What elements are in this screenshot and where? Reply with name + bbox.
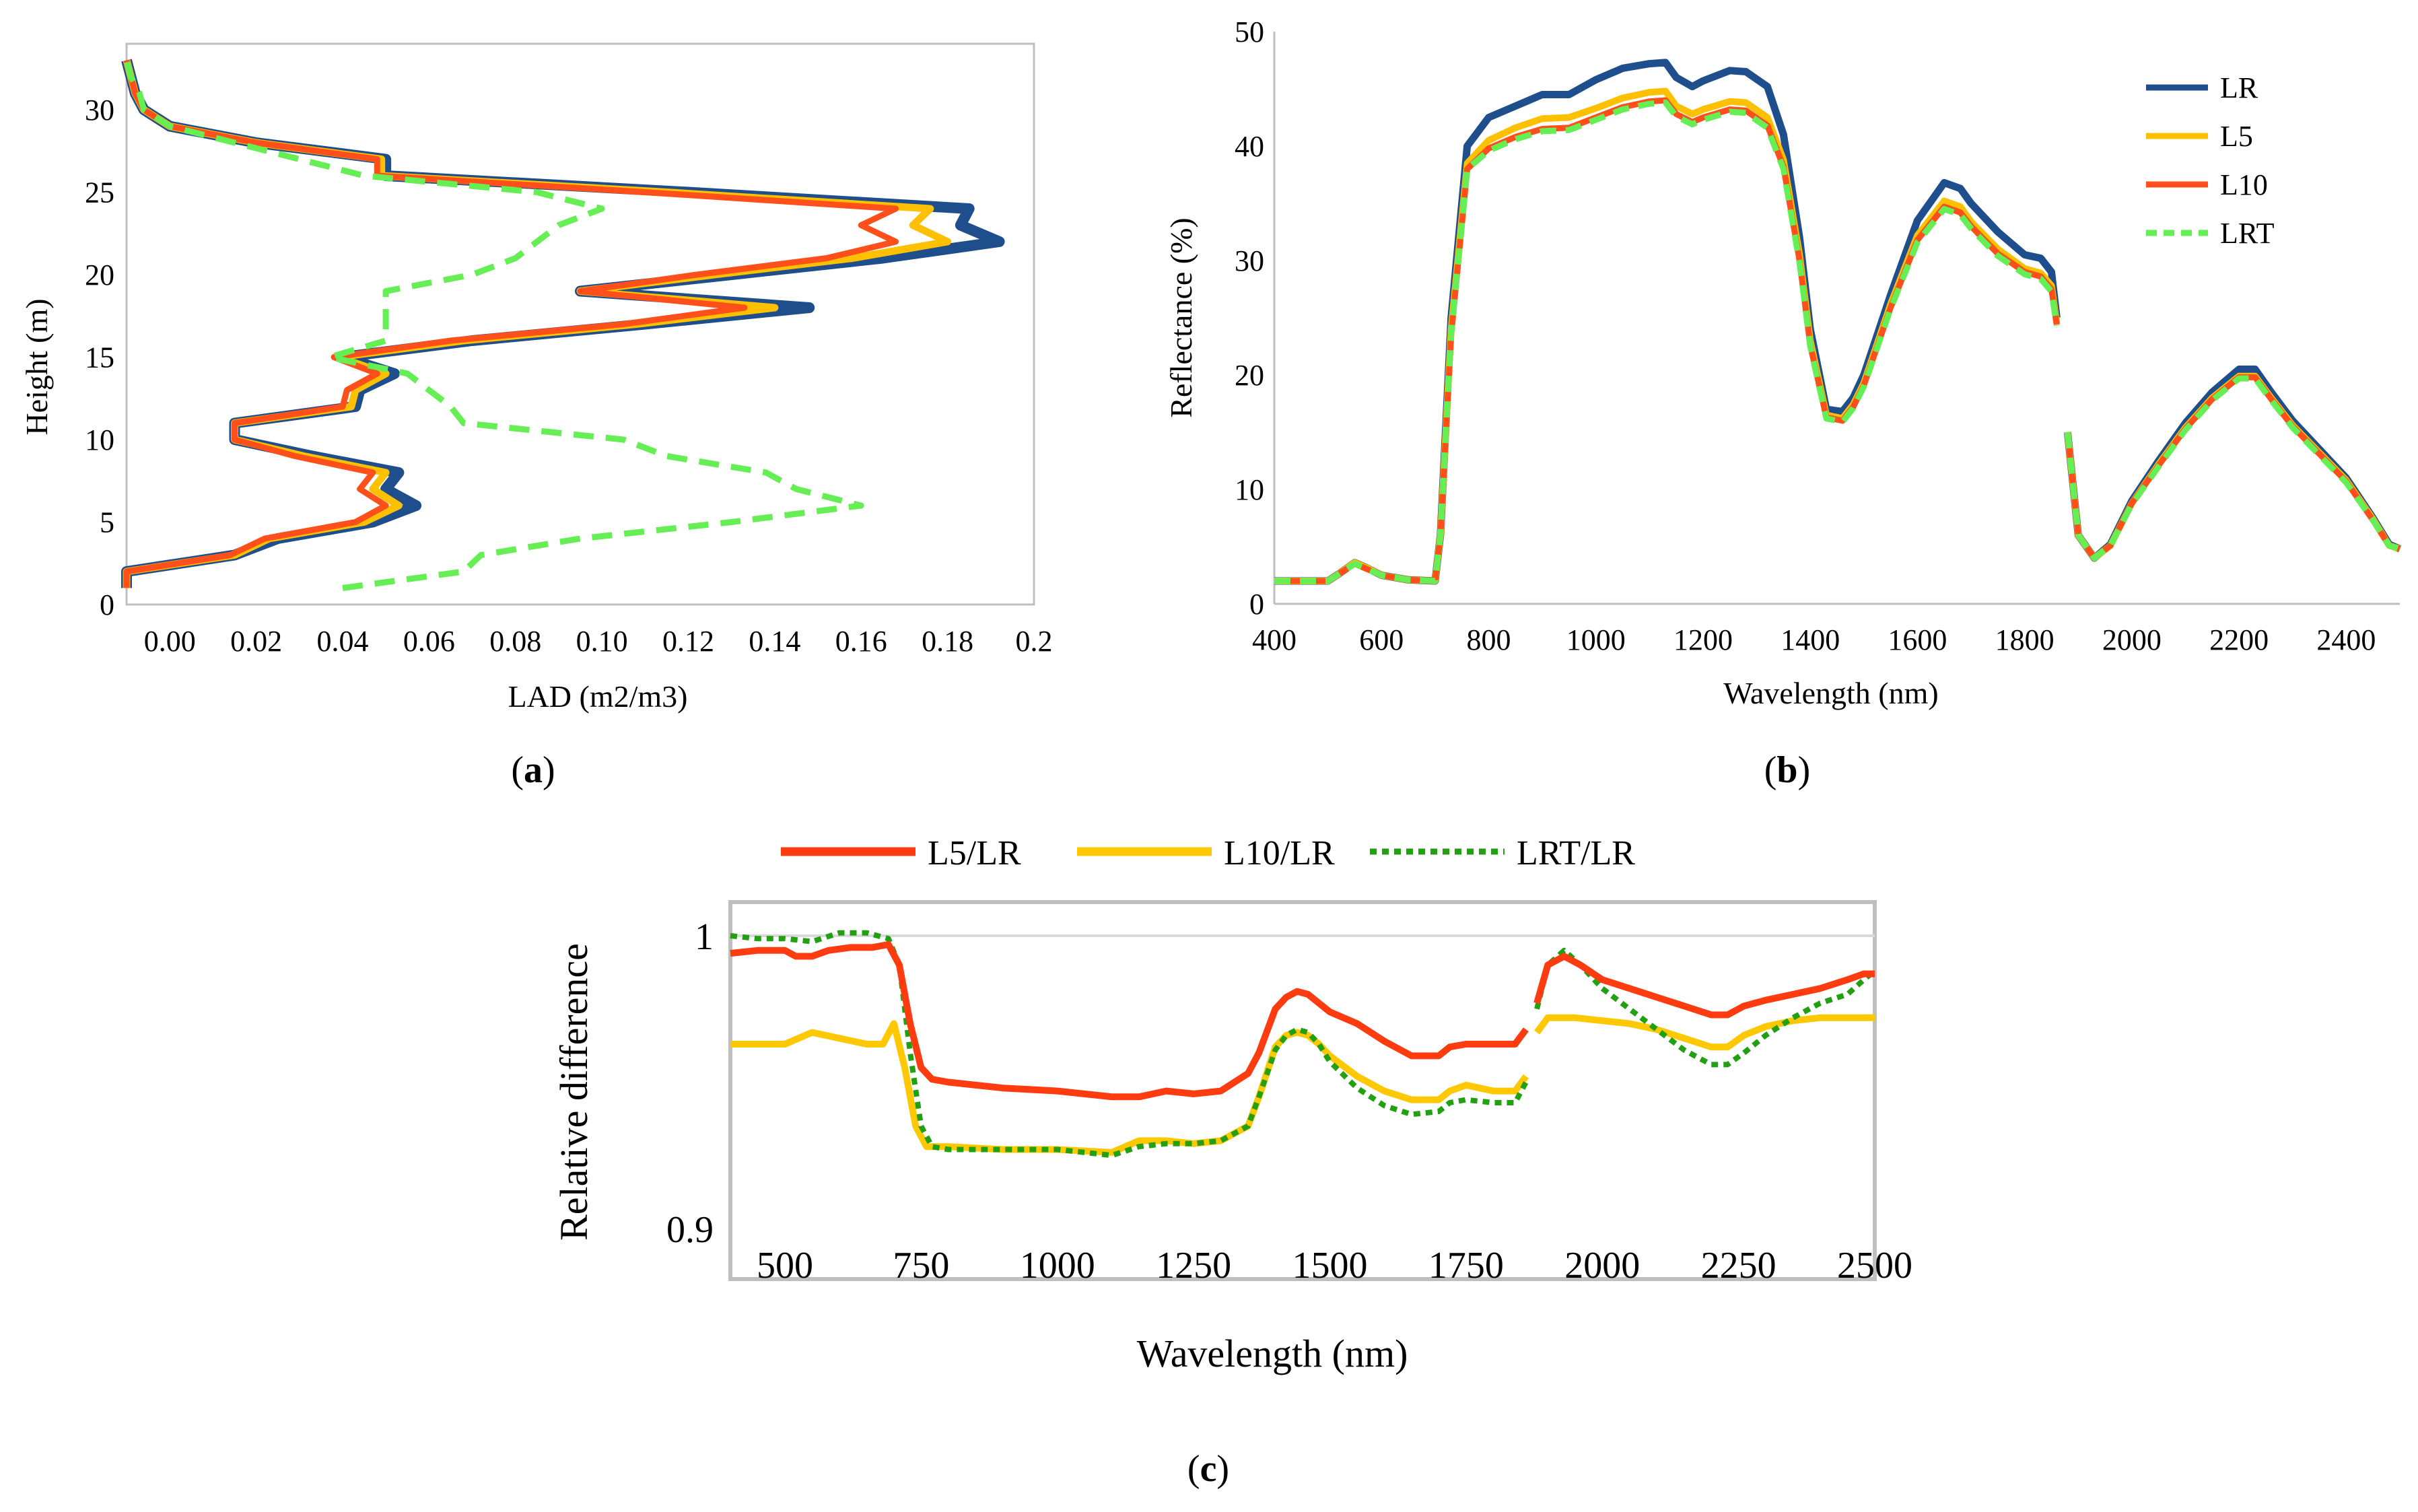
panel-a-xtick-label: 0.2	[1016, 625, 1053, 658]
panel-b-legend-label-l10: L10	[2220, 168, 2268, 201]
panel-c-label-close: )	[1216, 1448, 1229, 1490]
panel-c-series	[730, 930, 1877, 1159]
panel-a-xtick-label: 0.08	[489, 625, 541, 658]
panel-b-ytick-label: 30	[1235, 244, 1264, 277]
panel-a-ytick-label: 15	[85, 341, 114, 374]
panel-b-ytick-label: 50	[1235, 15, 1264, 48]
panel-c-xtick-label: 1250	[1156, 1245, 1231, 1286]
panel-b-xtick-label: 600	[1359, 623, 1404, 656]
panel-b-line-l5-seg1	[1274, 88, 2061, 584]
panel-a-xtick-label: 0.16	[835, 625, 887, 658]
panel-c-xlabel: Wavelength (nm)	[1137, 1332, 1408, 1375]
panel-c-xtick-label: 1750	[1428, 1245, 1504, 1286]
panel-b-series	[1274, 59, 2402, 585]
panel-b-xtick-label: 1200	[1673, 623, 1733, 656]
panel-c-line-l5-lr-seg2	[1533, 953, 1875, 1019]
panel-c-legend-label-lrt-lr: LRT/LR	[1517, 834, 1635, 872]
panel-a-ytick-label: 30	[85, 94, 114, 127]
panel-a-ticks: 0.00 0.02 0.04 0.06 0.08 0.10 0.12 0.14 0.16 0.18…	[85, 94, 1053, 658]
panel-b-ytick-label: 10	[1235, 473, 1264, 506]
panel-c-xtick-label: 2000	[1564, 1245, 1640, 1286]
panel-a-xtick-label: 0.00	[144, 625, 196, 658]
panel-b: 400 600 800 1000 1200 1400 1600 1800 2000 2200 240…	[1164, 15, 2402, 791]
panel-c-line-l10-lr-seg1	[730, 1020, 1529, 1156]
panel-a-ytick-label: 5	[100, 506, 114, 539]
panel-c-line-l10-lr-seg2	[1534, 1014, 1875, 1051]
panel-a-xtick-label: 0.10	[576, 625, 628, 658]
panel-c-line-lrt-lr-seg1	[730, 930, 1529, 1159]
panel-b-ytick-label: 0	[1249, 588, 1264, 621]
panel-a-xtick-label: 0.18	[922, 625, 973, 658]
panel-b-xtick-label: 2200	[2209, 623, 2269, 656]
panel-c-xtick-label: 750	[893, 1245, 949, 1286]
panel-c-xtick-label: 2500	[1837, 1245, 1912, 1286]
panel-b-xtick-label: 2400	[2316, 623, 2376, 656]
panel-b-ytick-label: 40	[1235, 130, 1264, 163]
panel-c-label-letter: c	[1200, 1448, 1217, 1490]
panel-b-line-lrt-seg2	[2064, 375, 2401, 561]
panel-b-label: (b)	[1764, 749, 1810, 791]
panel-b-legend: LR L5 L10 LRT	[2146, 71, 2275, 250]
panel-a-label: (a)	[511, 749, 555, 791]
panel-c-legend-label-l5-lr: L5/LR	[928, 834, 1021, 872]
panel-a-xtick-label: 0.14	[749, 625, 800, 658]
panel-c-ytick-label: 0.9	[666, 1209, 714, 1251]
panel-a-ytick-label: 25	[85, 176, 114, 209]
panel-b-xtick-label: 1000	[1566, 623, 1626, 656]
panel-c-legend: L5/LR L10/LR LRT/LR	[781, 834, 1635, 872]
panel-a-xtick-label: 0.12	[662, 625, 714, 658]
panel-b-xtick-label: 800	[1466, 623, 1511, 656]
panel-a: 0.00 0.02 0.04 0.06 0.08 0.10 0.12 0.14 0.16 0.18…	[20, 42, 1053, 791]
panel-b-xtick-label: 2000	[2102, 623, 2162, 656]
panel-c-ytick-label: 1	[695, 916, 714, 958]
panel-c-plot-frame	[728, 900, 1877, 1281]
panel-c-xtick-label: 2250	[1701, 1245, 1776, 1286]
panel-b-xtick-label: 400	[1252, 623, 1297, 656]
panel-c: L5/LR L10/LR LRT/LR 500 750 1000 1250 1500 1750…	[552, 834, 1912, 1490]
panel-c-xtick-label: 1000	[1020, 1245, 1095, 1286]
panel-b-xtick-label: 1400	[1781, 623, 1840, 656]
panel-b-legend-label-lr: LR	[2220, 71, 2258, 104]
panel-a-plot-frame	[125, 42, 1035, 606]
panel-b-line-lrt-seg1	[1274, 99, 2060, 584]
panel-a-xlabel: LAD (m2/m3)	[508, 679, 687, 714]
panel-a-label-letter: a	[524, 749, 543, 791]
panel-b-label-close: )	[1798, 749, 1811, 791]
panel-c-ylabel: Relative difference	[552, 943, 596, 1241]
panel-a-label-close: )	[543, 749, 555, 791]
panel-a-xtick-label: 0.02	[230, 625, 282, 658]
panel-c-line-lrt-lr-seg2	[1534, 947, 1877, 1068]
panel-b-xlabel: Wavelength (nm)	[1723, 676, 1938, 710]
panel-b-ytick-label: 20	[1235, 359, 1264, 392]
panel-b-ylabel: Reflectance (%)	[1164, 217, 1198, 418]
panel-a-ytick-label: 0	[100, 588, 114, 621]
panel-b-xtick-label: 1800	[1995, 623, 2054, 656]
panel-b-line-l10-seg1	[1274, 97, 2060, 584]
panel-c-label-open: (	[1187, 1448, 1200, 1490]
panel-a-series	[121, 59, 1005, 591]
panel-b-label-open: (	[1764, 749, 1777, 791]
panel-c-ticks: 500 750 1000 1250 1500 1750 2000 2250 2500 0.9 1	[666, 916, 1912, 1286]
panel-c-xtick-label: 1500	[1292, 1245, 1367, 1286]
panel-a-ylabel: Height (m)	[20, 298, 54, 435]
panel-b-ticks: 400 600 800 1000 1200 1400 1600 1800 2000 2200 240…	[1235, 15, 2376, 656]
panel-a-ytick-label: 20	[85, 259, 114, 291]
panel-a-line-l10	[123, 59, 899, 588]
panel-b-legend-label-l5: L5	[2220, 120, 2253, 153]
panel-a-line-lrt	[123, 59, 864, 591]
panel-c-line-l5-lr-seg1	[730, 941, 1529, 1101]
panel-a-label-open: (	[511, 749, 524, 791]
panel-c-label: (c)	[1187, 1448, 1229, 1490]
panel-b-line-lr-seg1	[1274, 59, 2061, 585]
panel-b-xtick-label: 1600	[1888, 623, 1947, 656]
panel-c-xtick-label: 500	[757, 1245, 813, 1286]
panel-a-ytick-label: 10	[85, 423, 114, 456]
panel-a-xtick-label: 0.04	[316, 625, 368, 658]
panel-b-legend-label-lrt: LRT	[2220, 217, 2275, 250]
panel-a-xtick-label: 0.06	[403, 625, 455, 658]
panel-b-label-letter: b	[1776, 749, 1797, 791]
panel-c-legend-label-l10-lr: L10/LR	[1224, 834, 1335, 872]
